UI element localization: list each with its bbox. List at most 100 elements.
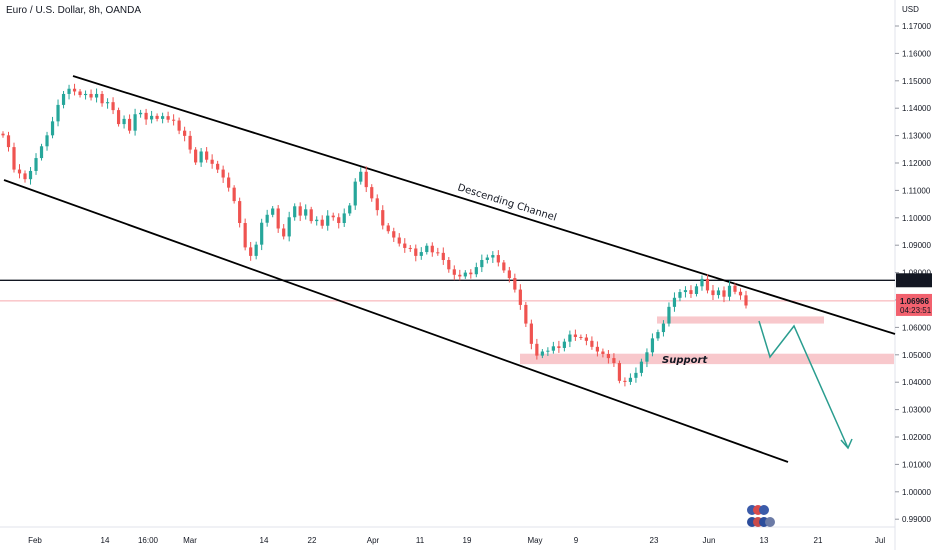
candle-body — [711, 290, 715, 296]
y-tick-label: 1.02000 — [902, 433, 931, 442]
candle-body — [1, 133, 5, 136]
candle-body — [238, 201, 242, 224]
last-price-tag — [896, 293, 932, 316]
candle-body — [326, 215, 330, 226]
candle-body — [177, 120, 181, 131]
candle-body — [430, 245, 434, 253]
candle-body — [678, 292, 682, 298]
candle-body — [315, 219, 319, 222]
candle-body — [183, 130, 187, 136]
candle-body — [425, 245, 429, 253]
candle-body — [276, 208, 280, 229]
candle-body — [221, 169, 225, 178]
y-tick-label: 1.09000 — [902, 241, 931, 250]
x-tick-label: 14 — [260, 536, 269, 545]
candle-body — [606, 353, 611, 359]
candle-body — [694, 286, 699, 294]
candle-body — [260, 222, 264, 245]
candle-body — [650, 338, 655, 353]
candle-body — [28, 170, 33, 180]
candle-body — [254, 244, 258, 256]
candle-body — [133, 114, 137, 131]
candle-body — [304, 209, 308, 216]
candle-body — [337, 217, 341, 224]
candle-body — [639, 361, 644, 373]
candle-body — [469, 272, 473, 275]
x-tick-label: Feb — [28, 536, 42, 545]
candle-body — [524, 304, 528, 324]
y-tick-label: 1.10000 — [902, 214, 931, 223]
candle-body — [122, 118, 126, 125]
candle-body — [320, 219, 324, 226]
candle-body — [34, 158, 38, 171]
candle-body — [447, 259, 451, 270]
y-tick-label: 1.14000 — [902, 104, 931, 113]
candle-body — [562, 341, 566, 348]
candle-body — [551, 346, 555, 351]
candle-body — [271, 208, 275, 215]
candle-body — [100, 93, 104, 104]
candle-body — [601, 351, 605, 354]
support-label: Support — [662, 355, 708, 366]
candle-body — [502, 262, 506, 271]
candle-body — [172, 119, 176, 121]
candle-body — [722, 290, 726, 297]
candle-body — [628, 377, 633, 382]
candle-body — [67, 88, 71, 94]
candle-body — [243, 223, 247, 248]
candle-body — [216, 163, 220, 170]
candle-body — [727, 285, 732, 297]
candle-body — [116, 110, 121, 125]
candle-body — [166, 116, 170, 120]
candle-body — [348, 205, 352, 214]
candle-body — [39, 146, 44, 159]
y-tick-label: 1.12000 — [902, 159, 931, 168]
candle-body — [331, 215, 335, 218]
candle-body — [705, 278, 710, 291]
flag-badges-icon[interactable] — [747, 505, 775, 527]
candle-body — [672, 297, 677, 307]
y-tick-label: 1.13000 — [902, 132, 931, 141]
last-price-label: 1.06966 — [900, 297, 929, 306]
candle-body — [617, 363, 622, 381]
x-tick-label: 21 — [814, 536, 823, 545]
candle-body — [370, 187, 374, 199]
candle-body — [232, 187, 236, 202]
y-tick-label: 1.00000 — [902, 488, 931, 497]
candle-body — [491, 255, 495, 258]
candle-body — [199, 151, 203, 163]
x-tick-label: Jul — [875, 536, 885, 545]
candle-body — [557, 346, 561, 348]
candle-body — [513, 278, 517, 290]
candle-body — [105, 102, 110, 104]
candle-body — [546, 350, 550, 352]
candle-body — [127, 118, 132, 131]
candle-body — [150, 115, 154, 120]
candle-body — [17, 169, 22, 174]
candle-body — [738, 291, 743, 296]
x-tick-label: 13 — [760, 536, 769, 545]
candle-body — [287, 217, 291, 237]
candle-body — [12, 147, 16, 170]
candle-body — [667, 306, 671, 324]
candle-body — [227, 177, 231, 188]
candle-body — [56, 104, 60, 122]
countdown-label: 04:23:51 — [900, 306, 932, 315]
x-tick-label: 19 — [463, 536, 472, 545]
candle-body — [590, 340, 594, 347]
candle-body — [111, 102, 115, 111]
x-tick-label: May — [527, 536, 542, 545]
x-tick-label: 9 — [574, 536, 579, 545]
y-tick-label: 1.01000 — [902, 460, 931, 469]
candle-body — [436, 252, 440, 254]
candle-body — [584, 337, 588, 341]
candle-body — [78, 91, 82, 96]
candle-body — [595, 346, 599, 352]
candle-body — [155, 115, 159, 119]
y-tick-label: 1.06000 — [902, 323, 931, 332]
candle-body — [364, 171, 368, 188]
candle-body — [441, 252, 445, 260]
candle-body — [265, 214, 269, 223]
channel-upper-line — [72, 75, 896, 335]
